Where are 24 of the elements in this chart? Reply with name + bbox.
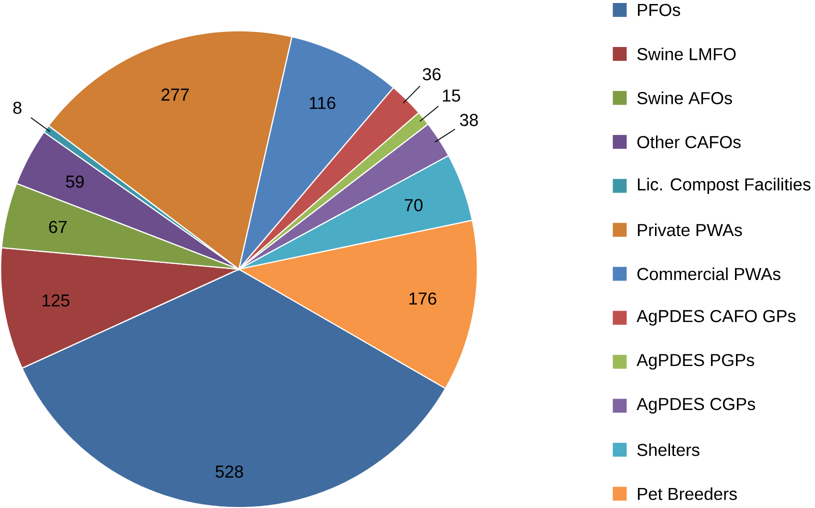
data-label: 116 [310,96,336,109]
legend-label: Other CAFOs [637,135,741,148]
data-label: 8 [13,102,22,114]
legend-label: AgPDES CGPs [636,398,756,414]
legend-label: Shelters [637,443,700,456]
data-label: 125 [42,294,70,307]
legend-label: Pet Breeders [638,487,737,500]
legend-label: PFOs [638,4,680,16]
legend-label: AgPDES CAFO GPs [636,310,796,326]
data-label: 528 [216,465,243,478]
data-label: 59 [66,175,84,188]
data-label: 38 [460,114,478,126]
data-label: 277 [162,88,189,100]
data-label: 36 [422,68,441,80]
data-label: 67 [49,220,67,233]
data-label: 70 [404,198,423,212]
data-label: 176 [410,292,436,305]
data-label: 15 [442,90,460,102]
legend-label: Private PWAs [638,223,742,236]
legend-label: AgPDES PGPs [636,354,754,370]
legend-label: Lic. Compost Facilities [638,178,810,194]
legend-label: Swine AFOs [637,91,732,104]
legend-label: Swine LMFO [637,48,736,60]
legend-label: Commercial PWAs [637,267,780,280]
